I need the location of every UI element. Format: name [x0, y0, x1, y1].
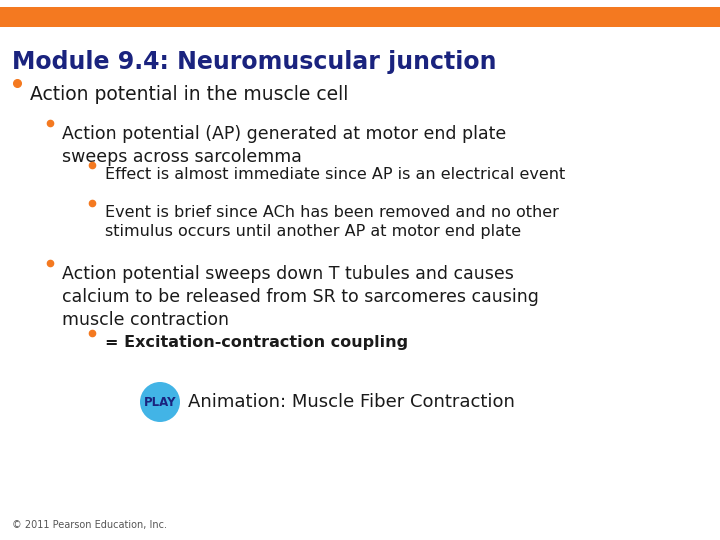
Text: Action potential (AP) generated at motor end plate
sweeps across sarcolemma: Action potential (AP) generated at motor…	[62, 125, 506, 166]
Text: Action potential in the muscle cell: Action potential in the muscle cell	[30, 85, 348, 104]
Text: = Excitation-contraction coupling: = Excitation-contraction coupling	[105, 335, 408, 350]
Text: Effect is almost immediate since AP is an electrical event: Effect is almost immediate since AP is a…	[105, 167, 565, 182]
Text: Event is brief since ACh has been removed and no other
stimulus occurs until ano: Event is brief since ACh has been remove…	[105, 205, 559, 239]
Text: © 2011 Pearson Education, Inc.: © 2011 Pearson Education, Inc.	[12, 520, 167, 530]
Text: Module 9.4: Neuromuscular junction: Module 9.4: Neuromuscular junction	[12, 50, 497, 74]
Bar	[0, 7, 720, 27]
Text: Action potential sweeps down T tubules and causes
calcium to be released from SR: Action potential sweeps down T tubules a…	[62, 265, 539, 329]
Text: PLAY: PLAY	[144, 395, 176, 408]
Text: Animation: Muscle Fiber Contraction: Animation: Muscle Fiber Contraction	[188, 393, 515, 411]
Circle shape	[140, 382, 180, 422]
